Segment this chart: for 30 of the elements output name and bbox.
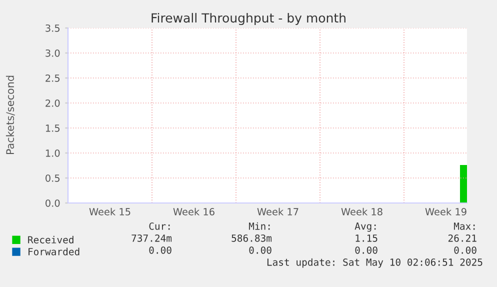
x-tick-label: Week 17	[257, 208, 298, 216]
text: 586.83m	[232, 234, 272, 242]
text: Cur:	[149, 222, 170, 230]
y-tick-label: 3.5	[46, 24, 60, 32]
y-tick-label: 2.5	[46, 74, 60, 82]
legend-label: Forwarded	[28, 248, 80, 256]
chart-title: Firewall Throughput - by month	[152, 12, 346, 26]
text: 737.24m	[132, 234, 172, 242]
y-tick-label: 2.0	[46, 99, 60, 107]
text: 26.21	[448, 234, 476, 242]
text: 0.00	[249, 246, 272, 254]
text: 1.15	[356, 234, 378, 242]
x-tick-label: Week 15	[89, 208, 130, 216]
text: 0.00	[454, 246, 476, 254]
y-tick-label: 0.0	[46, 199, 60, 207]
y-tick-label: 3.0	[46, 49, 60, 57]
text: 0.00	[149, 246, 172, 254]
y-tick-label: 1.0	[46, 149, 60, 157]
x-tick-label: Week 16	[173, 208, 214, 216]
text: Min:	[248, 222, 270, 230]
legend-label: Received	[28, 236, 74, 244]
x-tick-label: Week 18	[341, 208, 382, 216]
text: Max:	[454, 222, 475, 230]
text: Last update: Sat May 10 02:06:51 2025	[267, 258, 482, 268]
text: Avg:	[354, 222, 376, 232]
y-axis-title: Packets/second	[6, 76, 15, 154]
y-tick-label: 0.5	[46, 174, 60, 182]
y-tick-label: 1.5	[46, 124, 60, 132]
x-tick-label: Week 19	[425, 208, 466, 216]
text: 0.00	[355, 246, 378, 254]
